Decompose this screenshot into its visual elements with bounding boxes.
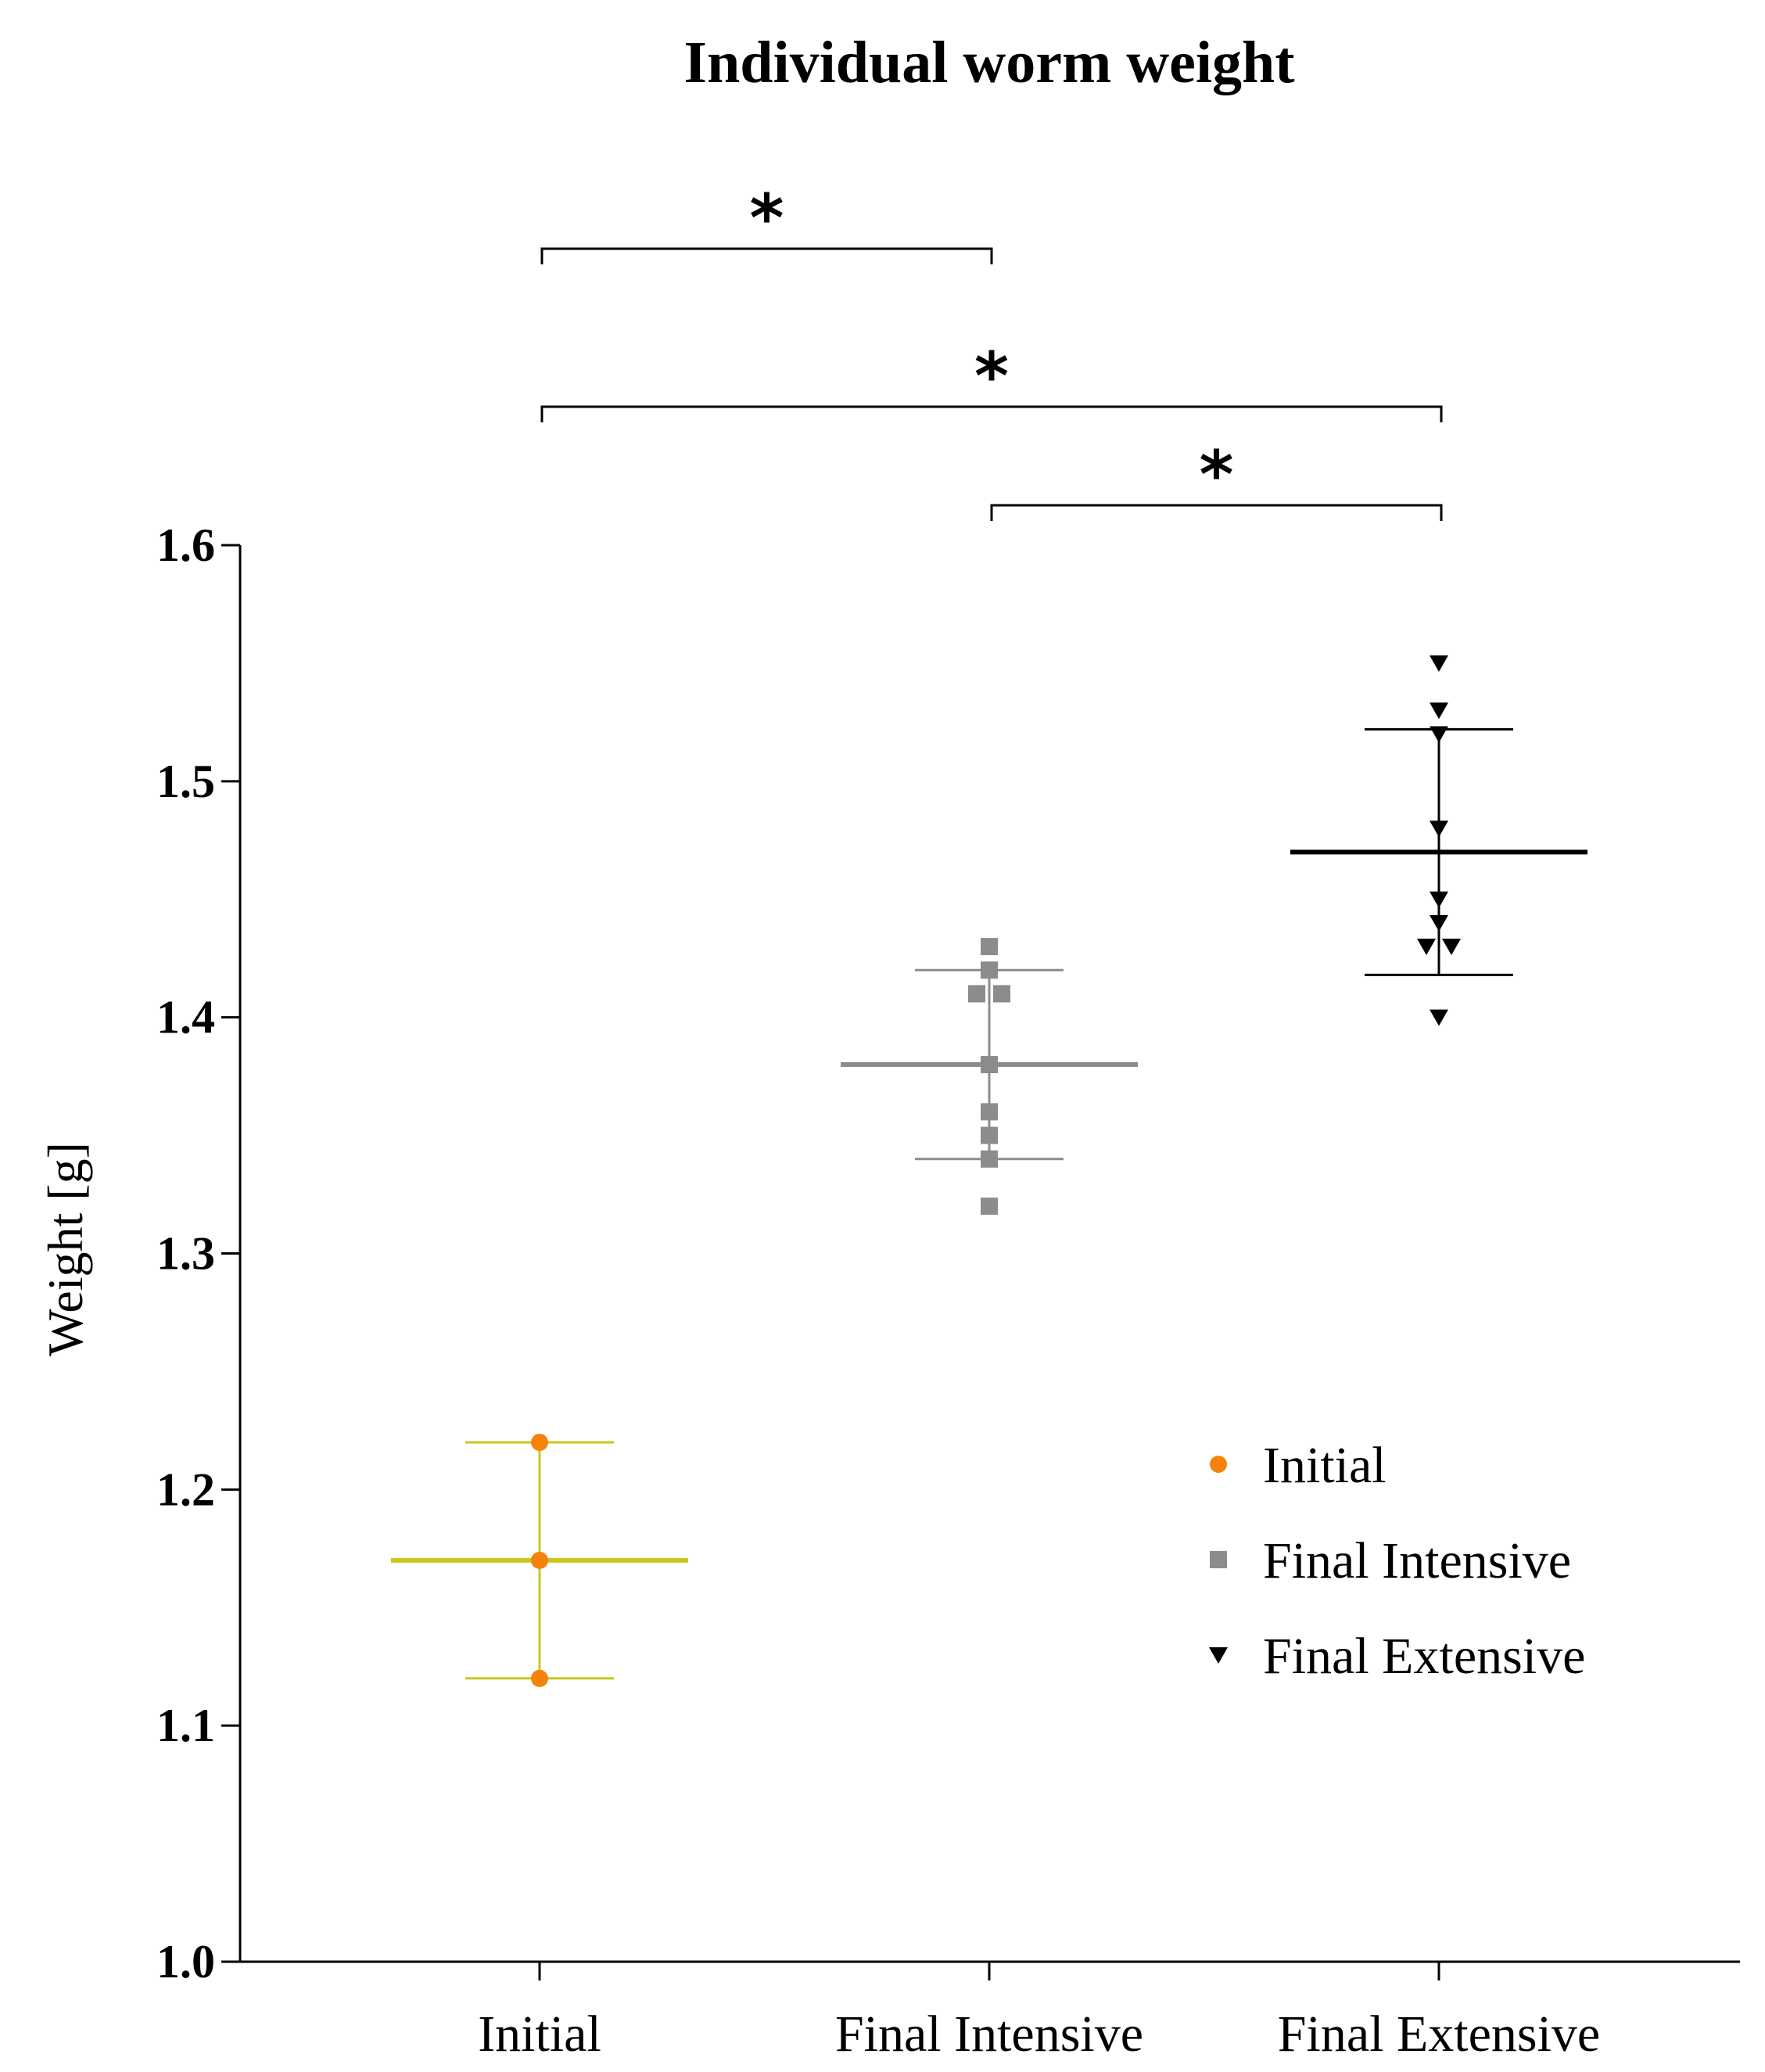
x-tick-label: Final Extensive <box>1278 2006 1600 2063</box>
significance-bracket: * <box>540 180 993 264</box>
data-point <box>1430 891 1448 908</box>
data-point <box>531 1669 548 1687</box>
legend-label: Initial <box>1263 1437 1387 1494</box>
y-tick-label: 1.0 <box>156 1936 215 1988</box>
legend-label: Final Extensive <box>1263 1628 1585 1685</box>
y-axis-label: Weight [g] <box>38 1142 93 1356</box>
significance-bracket: * <box>540 338 1443 422</box>
significance-label: * <box>1200 436 1234 513</box>
data-point <box>1430 914 1448 932</box>
legend-entry: Final Intensive <box>1210 1532 1571 1589</box>
legend-marker <box>1209 1647 1228 1664</box>
x-tick-label: Initial <box>478 2006 601 2063</box>
data-point <box>1430 821 1448 838</box>
data-point <box>981 1103 998 1121</box>
data-point <box>981 961 998 979</box>
legend-entry: Initial <box>1210 1437 1387 1494</box>
data-point <box>1430 726 1448 743</box>
bracket-line <box>540 247 993 264</box>
x-tick-label: Final Intensive <box>835 2006 1143 2063</box>
legend-marker <box>1210 1551 1227 1568</box>
significance-bracket: * <box>990 436 1443 521</box>
data-point <box>1430 655 1448 672</box>
data-point <box>531 1433 548 1451</box>
bracket-line <box>990 504 1443 521</box>
data-point <box>981 938 998 956</box>
y-ticks: 1.0 1.1 1.2 1.3 1.4 1.5 1.6 <box>156 519 240 1988</box>
series-initial <box>391 1433 688 1687</box>
axes <box>239 545 1740 1963</box>
significance-label: * <box>750 180 784 257</box>
data-point <box>968 985 985 1003</box>
data-point <box>993 985 1010 1003</box>
y-tick-label: 1.4 <box>156 992 215 1043</box>
bracket-line <box>540 405 1443 422</box>
x-ticks: Initial Final Intensive Final Extensive <box>478 1962 1600 2063</box>
data-point <box>981 1056 998 1074</box>
y-tick-label: 1.3 <box>156 1228 215 1280</box>
data-point <box>981 1126 998 1144</box>
data-point <box>1442 939 1461 956</box>
data-point <box>981 1198 998 1216</box>
legend: Initial Final Intensive Final Extensive <box>1209 1437 1585 1685</box>
legend-label: Final Intensive <box>1263 1532 1571 1589</box>
y-tick-label: 1.2 <box>156 1463 215 1515</box>
y-tick-label: 1.1 <box>156 1700 215 1751</box>
y-tick-label: 1.6 <box>156 519 215 571</box>
data-point <box>1430 1009 1448 1026</box>
data-point <box>531 1551 548 1569</box>
series-final-intensive <box>841 938 1138 1216</box>
data-point <box>1417 939 1436 956</box>
chart-title: Individual worm weight <box>683 30 1294 95</box>
significance-brackets: * * * <box>540 180 1443 521</box>
data-point <box>981 1150 998 1168</box>
legend-entry: Final Extensive <box>1209 1628 1585 1685</box>
legend-marker <box>1210 1456 1227 1473</box>
significance-label: * <box>974 338 1009 415</box>
data-point <box>1430 702 1448 720</box>
y-tick-label: 1.5 <box>156 756 215 807</box>
series-final-extensive <box>1290 655 1587 1026</box>
plot-area <box>391 655 1587 1687</box>
